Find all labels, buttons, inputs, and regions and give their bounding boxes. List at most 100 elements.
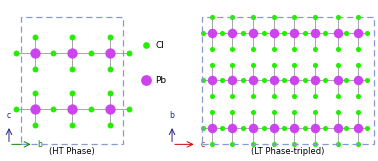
Point bbox=[69, 68, 75, 71]
Point bbox=[209, 79, 215, 82]
Point bbox=[209, 95, 215, 98]
Point bbox=[355, 143, 361, 146]
Point bbox=[355, 31, 361, 34]
Point bbox=[69, 108, 75, 110]
Point bbox=[229, 15, 235, 18]
Point bbox=[250, 143, 256, 146]
Point bbox=[355, 63, 361, 66]
Point bbox=[364, 127, 370, 130]
Point bbox=[250, 31, 256, 34]
Point bbox=[271, 143, 277, 146]
Point bbox=[209, 111, 215, 114]
Point bbox=[229, 143, 235, 146]
Point bbox=[312, 79, 318, 82]
Point bbox=[50, 108, 56, 110]
Point bbox=[250, 63, 256, 66]
Point bbox=[291, 47, 297, 50]
Point bbox=[335, 31, 341, 34]
Point bbox=[229, 47, 235, 50]
Point bbox=[291, 111, 297, 114]
Point bbox=[355, 15, 361, 18]
Point bbox=[355, 95, 361, 98]
Point bbox=[32, 52, 38, 55]
Text: b: b bbox=[170, 111, 175, 120]
Point bbox=[200, 31, 206, 34]
Point bbox=[229, 79, 235, 82]
Point bbox=[107, 36, 113, 39]
Point bbox=[291, 63, 297, 66]
Point bbox=[271, 79, 277, 82]
Text: (HT Phase): (HT Phase) bbox=[50, 147, 95, 156]
Point bbox=[209, 47, 215, 50]
Text: Cl: Cl bbox=[155, 41, 164, 50]
Point bbox=[291, 143, 297, 146]
Point bbox=[312, 111, 318, 114]
Point bbox=[88, 52, 94, 55]
Point bbox=[281, 79, 287, 82]
Point bbox=[271, 95, 277, 98]
Point bbox=[355, 79, 361, 82]
Point bbox=[312, 63, 318, 66]
Text: b: b bbox=[37, 140, 42, 149]
Point bbox=[291, 95, 297, 98]
Point bbox=[240, 127, 246, 130]
Point bbox=[312, 143, 318, 146]
Point bbox=[335, 127, 341, 130]
Point bbox=[312, 95, 318, 98]
Point bbox=[143, 44, 149, 47]
Point bbox=[209, 15, 215, 18]
Point bbox=[291, 127, 297, 130]
Point bbox=[335, 111, 341, 114]
Point bbox=[271, 15, 277, 18]
Point bbox=[335, 143, 341, 146]
Point bbox=[50, 52, 56, 55]
Point bbox=[126, 52, 132, 55]
Point bbox=[32, 92, 38, 95]
Point bbox=[240, 31, 246, 34]
Point bbox=[281, 127, 287, 130]
Point bbox=[240, 79, 246, 82]
Point bbox=[322, 79, 328, 82]
Point bbox=[312, 127, 318, 130]
Text: Pb: Pb bbox=[155, 76, 166, 85]
Point bbox=[364, 79, 370, 82]
Point bbox=[200, 127, 206, 130]
Point bbox=[250, 111, 256, 114]
Point bbox=[364, 31, 370, 34]
Point bbox=[229, 127, 235, 130]
Point bbox=[209, 31, 215, 34]
Point bbox=[302, 79, 308, 82]
Point bbox=[335, 47, 341, 50]
Point bbox=[229, 63, 235, 66]
Point bbox=[88, 108, 94, 110]
Point bbox=[343, 79, 349, 82]
Point bbox=[343, 127, 349, 130]
Point bbox=[335, 79, 341, 82]
Point bbox=[229, 31, 235, 34]
Point bbox=[322, 31, 328, 34]
Point bbox=[355, 127, 361, 130]
Point bbox=[312, 47, 318, 50]
Point bbox=[281, 31, 287, 34]
Point bbox=[260, 31, 266, 34]
Point bbox=[250, 79, 256, 82]
Point bbox=[250, 15, 256, 18]
Point bbox=[200, 79, 206, 82]
Point bbox=[260, 127, 266, 130]
Point bbox=[209, 143, 215, 146]
Point bbox=[69, 36, 75, 39]
Point bbox=[355, 47, 361, 50]
Point bbox=[107, 108, 113, 110]
Point bbox=[271, 63, 277, 66]
Point bbox=[291, 15, 297, 18]
Point bbox=[107, 52, 113, 55]
Point bbox=[250, 47, 256, 50]
Point bbox=[291, 79, 297, 82]
Point bbox=[32, 68, 38, 71]
Text: (LT Phase-tripled): (LT Phase-tripled) bbox=[251, 147, 325, 156]
Point bbox=[107, 124, 113, 127]
Text: c: c bbox=[200, 140, 204, 149]
Point bbox=[250, 95, 256, 98]
Point bbox=[219, 127, 225, 130]
Point bbox=[69, 124, 75, 127]
